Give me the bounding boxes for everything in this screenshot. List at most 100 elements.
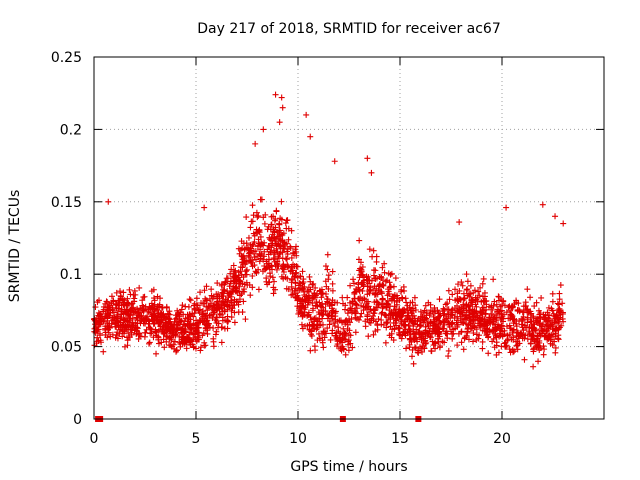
data-point — [458, 328, 465, 335]
data-point — [478, 309, 485, 316]
data-point — [153, 332, 160, 339]
data-point — [127, 291, 134, 298]
data-point — [219, 314, 226, 321]
data-point — [105, 303, 112, 310]
data-point — [390, 294, 397, 301]
data-point — [433, 317, 440, 324]
data-point — [514, 306, 521, 313]
data-point — [333, 343, 340, 350]
data-point — [330, 320, 337, 327]
data-point — [283, 256, 290, 263]
data-point — [476, 322, 483, 329]
data-point — [161, 344, 168, 351]
data-point — [490, 327, 497, 334]
data-point — [331, 323, 338, 330]
data-point — [485, 333, 492, 340]
data-point — [475, 288, 482, 295]
data-point — [119, 333, 126, 340]
data-point — [493, 308, 500, 315]
data-point — [527, 294, 534, 301]
data-point — [415, 349, 422, 356]
data-point — [490, 276, 497, 283]
data-point — [246, 249, 253, 256]
data-point — [544, 309, 551, 316]
data-point — [109, 306, 116, 313]
data-point — [197, 289, 204, 296]
data-point — [393, 316, 400, 323]
data-point — [235, 309, 242, 316]
data-point — [420, 339, 427, 346]
data-point — [460, 290, 467, 297]
data-point — [378, 310, 385, 317]
data-point — [533, 299, 540, 306]
data-point — [177, 329, 184, 336]
data-point — [195, 336, 202, 343]
data-point — [452, 297, 459, 304]
data-point — [387, 316, 394, 323]
data-point — [526, 331, 533, 338]
data-point — [130, 309, 137, 316]
data-point — [254, 214, 261, 221]
data-point — [136, 284, 143, 291]
data-point — [405, 314, 412, 321]
data-point — [392, 315, 399, 322]
data-point — [201, 300, 208, 307]
data-point — [392, 275, 399, 282]
data-point — [300, 302, 307, 309]
data-point — [521, 356, 528, 363]
data-point — [280, 242, 287, 249]
data-point — [341, 336, 348, 343]
data-point — [95, 337, 102, 344]
data-point-peak — [260, 126, 267, 133]
data-point — [510, 326, 517, 333]
data-point — [298, 321, 305, 328]
data-point — [218, 282, 225, 289]
data-point — [381, 260, 388, 267]
data-point — [130, 322, 137, 329]
data-point — [150, 286, 157, 293]
data-point — [218, 305, 225, 312]
data-point — [466, 317, 473, 324]
data-point — [387, 271, 394, 278]
data-point — [484, 318, 491, 325]
data-point — [347, 305, 354, 312]
y-tick-label: 0.15 — [51, 195, 82, 211]
data-point — [517, 330, 524, 337]
data-point — [265, 223, 272, 230]
data-point — [225, 318, 232, 325]
data-point — [291, 263, 298, 270]
data-point — [208, 286, 215, 293]
data-point — [473, 331, 480, 338]
data-point — [102, 326, 109, 333]
data-point — [125, 311, 132, 318]
data-point — [102, 300, 109, 307]
data-point — [201, 287, 208, 294]
data-point — [261, 248, 268, 255]
data-point — [493, 339, 500, 346]
data-point — [270, 290, 277, 297]
data-point — [207, 302, 214, 309]
data-point — [378, 290, 385, 297]
data-point — [93, 327, 100, 334]
data-point — [215, 324, 222, 331]
data-point — [279, 249, 286, 256]
data-point — [358, 310, 365, 317]
data-point — [231, 319, 238, 326]
data-point — [392, 306, 399, 313]
data-point — [524, 286, 531, 293]
data-point — [503, 309, 510, 316]
data-point — [186, 311, 193, 318]
data-point — [178, 338, 185, 345]
data-point — [449, 291, 456, 298]
data-point — [247, 292, 254, 299]
data-point — [549, 342, 556, 349]
data-point — [393, 298, 400, 305]
data-point — [483, 301, 490, 308]
data-point — [421, 314, 428, 321]
data-point-peak — [276, 119, 283, 126]
data-point — [251, 262, 258, 269]
data-point — [238, 252, 245, 259]
data-point — [560, 318, 567, 325]
data-point — [319, 339, 326, 346]
data-point — [225, 294, 232, 301]
